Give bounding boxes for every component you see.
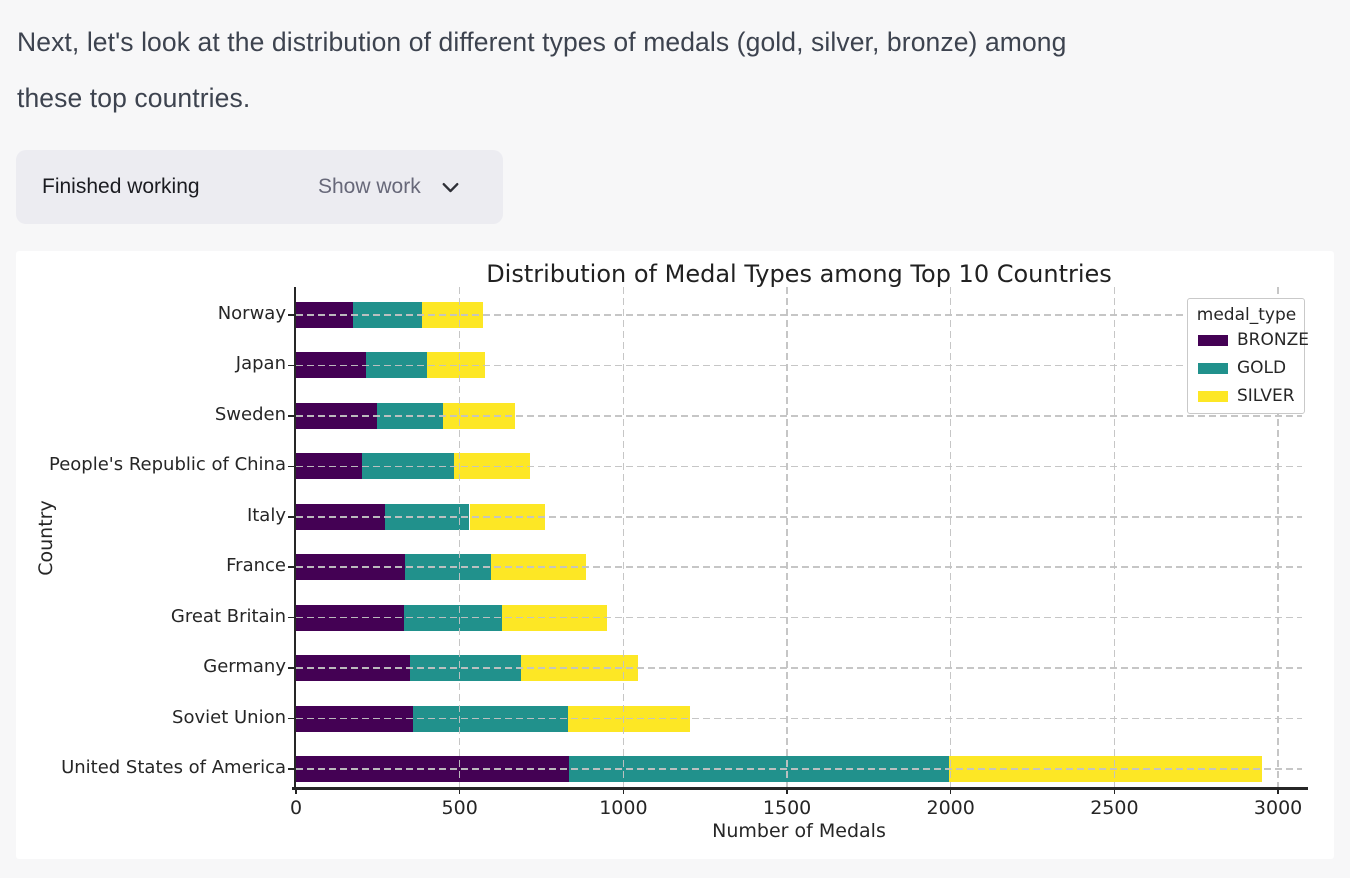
h-gridline-france: [296, 566, 1302, 568]
y-tickmark-france: [288, 566, 296, 568]
y-tickmark-people-s-republic-of-china: [288, 465, 296, 468]
xtick-label-1000: 1000: [599, 797, 648, 819]
assistant-message: Next, let's look at the distribution of …: [17, 27, 1067, 113]
legend-label-silver: SILVER: [1237, 386, 1295, 406]
legend-swatch-silver: [1198, 390, 1228, 402]
h-gridline-japan: [296, 364, 1302, 367]
h-gridline-soviet-union: [296, 717, 1302, 720]
h-gridline-germany: [296, 667, 1302, 669]
finished-working-panel: Finished working Show work: [16, 150, 503, 224]
x-tickmark-3000: [1277, 787, 1279, 794]
x-tickmark-2000: [949, 787, 952, 794]
chart-legend: medal_type BRONZE GOLD SILVER: [1187, 298, 1309, 414]
x-tickmark-1000: [622, 787, 625, 794]
xtick-label-1500: 1500: [762, 797, 812, 819]
y-tickmark-japan: [288, 364, 296, 367]
legend-label-gold: GOLD: [1237, 358, 1287, 378]
x-axis-label: Number of Medals: [712, 820, 886, 842]
h-gridline-great-britain: [296, 616, 1302, 619]
h-gridline-united-states-of-america: [296, 768, 1302, 770]
y-tickmark-sweden: [288, 415, 296, 417]
ytick-label-soviet-union: Soviet Union: [172, 706, 286, 728]
y-tickmark-united-states-of-america: [288, 768, 296, 770]
ytick-label-people-s-republic-of-china: People's Republic of China: [49, 454, 286, 476]
show-work-button[interactable]: Show work: [318, 150, 463, 224]
y-axis-spine: [294, 287, 296, 789]
y-tickmark-soviet-union: [288, 717, 296, 720]
ytick-label-italy: Italy: [246, 504, 286, 526]
y-tickmark-germany: [288, 667, 296, 669]
ytick-label-norway: Norway: [217, 303, 286, 324]
v-gridline-2500: [1113, 287, 1116, 787]
ytick-label-united-states-of-america: United States of America: [61, 757, 286, 778]
ytick-label-sweden: Sweden: [214, 403, 286, 425]
y-axis-label: Country: [35, 500, 57, 576]
xtick-label-500: 500: [441, 797, 478, 819]
v-gridline-1000: [622, 287, 625, 787]
chart-card: Distribution of Medal Types among Top 10…: [16, 251, 1334, 859]
xtick-label-0: 0: [289, 797, 303, 819]
x-tickmark-0: [295, 787, 297, 794]
x-tickmark-1500: [786, 787, 788, 794]
xtick-label-2500: 2500: [1090, 797, 1139, 819]
v-gridline-2000: [949, 287, 952, 787]
ytick-label-france: France: [226, 555, 286, 577]
chevron-down-icon: [442, 182, 459, 192]
y-tickmark-great-britain: [288, 616, 296, 619]
v-gridline-500: [458, 287, 461, 787]
x-tickmark-500: [458, 787, 461, 794]
v-gridline-3000: [1277, 287, 1279, 787]
chart-title: Distribution of Medal Types among Top 10…: [486, 260, 1112, 288]
legend-swatch-bronze: [1198, 334, 1228, 346]
ytick-label-germany: Germany: [203, 656, 286, 678]
x-axis-spine: [292, 787, 1308, 790]
legend-label-bronze: BRONZE: [1237, 330, 1309, 350]
y-tickmark-norway: [288, 314, 296, 316]
medal-distribution-chart: Distribution of Medal Types among Top 10…: [16, 251, 1334, 859]
legend-title: medal_type: [1196, 305, 1297, 325]
h-gridline-norway: [296, 314, 1302, 316]
legend-entry-silver: SILVER: [1198, 386, 1298, 406]
ytick-label-great-britain: Great Britain: [170, 605, 286, 627]
xtick-label-2000: 2000: [926, 797, 975, 819]
legend-entry-bronze: BRONZE: [1198, 330, 1309, 350]
h-gridline-sweden: [296, 415, 1302, 417]
work-status-label: Finished working: [42, 175, 200, 198]
legend-entries: BRONZE GOLD SILVER: [1195, 330, 1309, 406]
ytick-label-japan: Japan: [235, 353, 286, 375]
legend-entry-gold: GOLD: [1198, 358, 1298, 378]
y-tickmark-italy: [288, 516, 296, 518]
xtick-label-3000: 3000: [1253, 797, 1303, 819]
v-gridline-1500: [786, 287, 788, 787]
h-gridline-italy: [296, 516, 1302, 518]
h-gridline-people-s-republic-of-china: [296, 465, 1302, 468]
x-tickmark-2500: [1113, 787, 1116, 794]
show-work-label: Show work: [318, 175, 421, 198]
legend-swatch-gold: [1198, 362, 1228, 374]
